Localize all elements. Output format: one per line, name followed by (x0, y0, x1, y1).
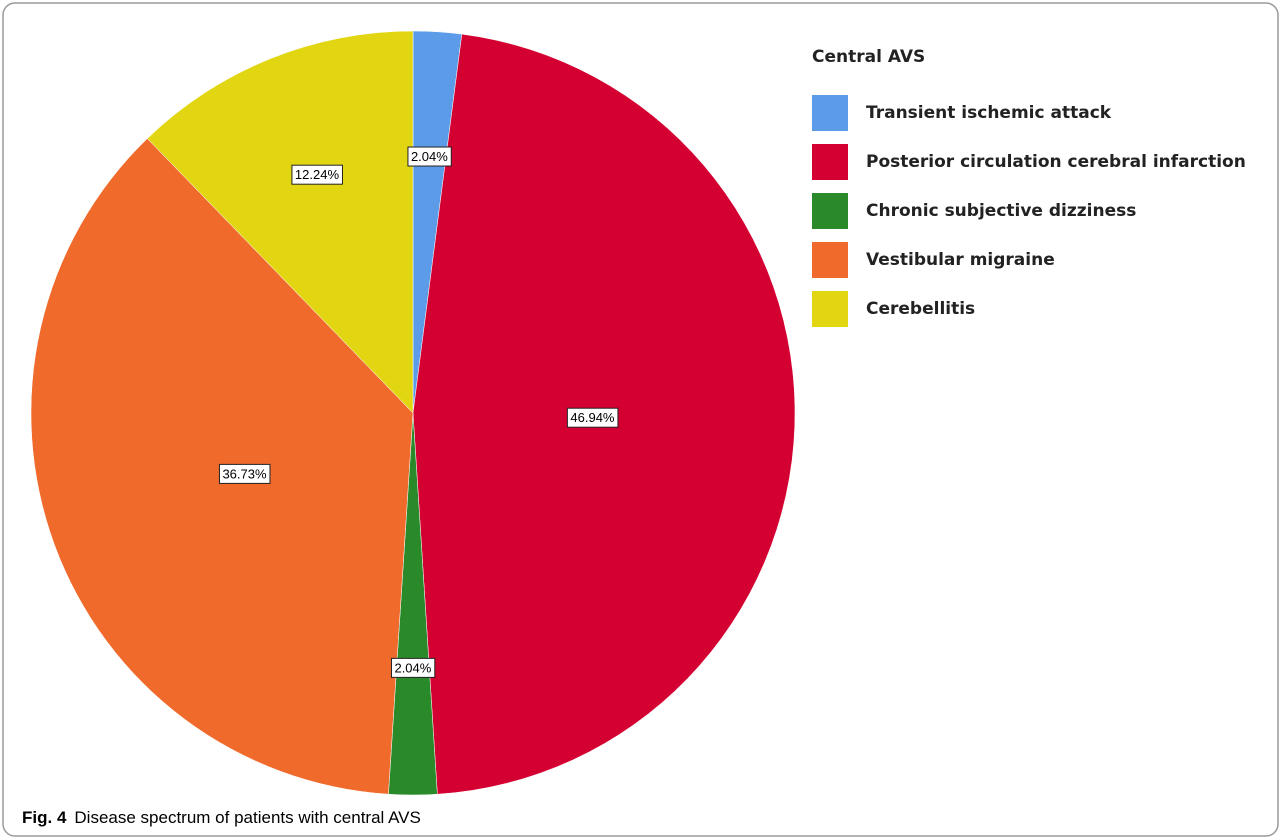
data-label-box (218, 463, 271, 484)
pie-slice (146, 30, 414, 414)
legend-swatch (812, 291, 848, 327)
caption: Fig. 4 Disease spectrum of patients with … (22, 808, 421, 827)
legend-title: Central AVS (812, 47, 925, 67)
data-label-box (291, 164, 343, 185)
legend-label: Posterior circulation cerebral infarctio… (866, 152, 1246, 172)
legend-label: Chronic subjective dizziness (866, 201, 1136, 221)
legend-label: Vestibular migraine (866, 250, 1055, 270)
data-label-box (390, 657, 436, 678)
legend-swatch (812, 95, 848, 131)
data-label-box (407, 146, 452, 167)
legend-label: Transient ischemic attack (866, 103, 1112, 123)
legend-swatch (812, 193, 848, 229)
data-label: 12.24% (295, 167, 340, 182)
legend-swatch (812, 144, 848, 180)
data-label: 36.73% (222, 466, 267, 481)
legend-swatch (812, 242, 848, 278)
caption-label: Fig. 4 (22, 808, 67, 827)
data-label: 2.04% (394, 660, 431, 675)
caption-text: Disease spectrum of patients with centra… (74, 808, 420, 827)
data-label: 2.04% (411, 149, 448, 164)
data-label: 46.94% (570, 410, 615, 425)
data-label-box (566, 407, 619, 428)
legend-label: Cerebellitis (866, 299, 975, 319)
